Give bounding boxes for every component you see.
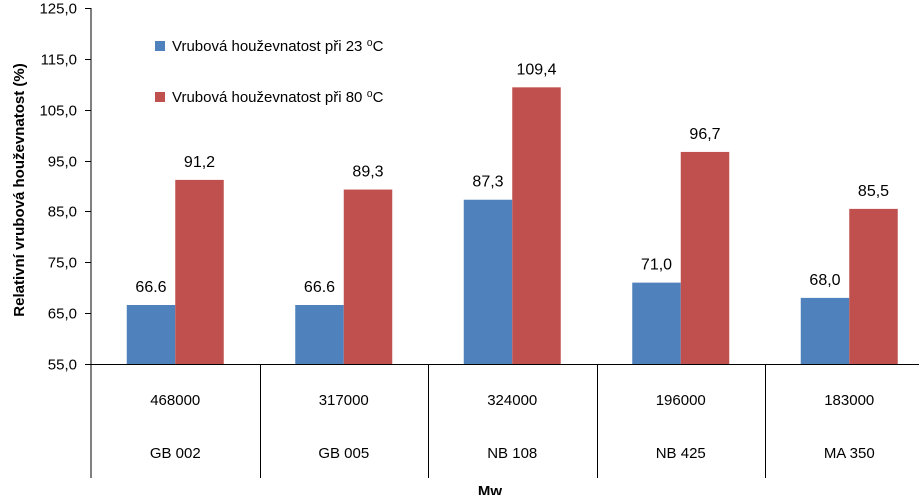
y-tick-label: 75,0: [48, 255, 77, 272]
y-tick-label: 125,0: [39, 1, 77, 18]
bar-23c: [800, 297, 850, 364]
data-label: 87,3: [472, 174, 503, 191]
category-label: 317000: [319, 392, 369, 409]
legend-label: Vrubová houževnatost při 23 ⁰C: [172, 38, 384, 55]
y-tick-label: 95,0: [48, 154, 77, 171]
data-label: 91,2: [184, 154, 215, 171]
legend-label: Vrubová houževnatost při 80 ⁰C: [172, 89, 384, 106]
legend-swatch: [155, 41, 165, 51]
category-group-label: GB 005: [318, 445, 369, 462]
data-label: 109,4: [516, 61, 556, 78]
bar-23c: [295, 305, 344, 364]
bar-80c: [343, 189, 393, 364]
category-group-label: NB 108: [487, 445, 537, 462]
data-label: 68,0: [809, 272, 840, 289]
category-label: 196000: [656, 392, 706, 409]
category-label: 183000: [824, 392, 874, 409]
y-tick-label: 115,0: [41, 52, 77, 69]
bar-80c: [175, 179, 224, 364]
y-tick-label: 85,0: [48, 204, 77, 221]
bar-23c: [463, 199, 513, 364]
data-label: 85,5: [858, 183, 889, 200]
data-label: 96,7: [689, 126, 720, 143]
bar-80c: [680, 151, 730, 364]
y-tick-label: 105,0: [39, 103, 77, 120]
x-axis: 468000 GB 002 317000 GB 005 324000 NB 108 1960…: [91, 364, 919, 478]
data-label: 66.6: [304, 279, 335, 296]
y-tick-label: 55,0: [48, 357, 77, 374]
category-group-label: MA 350: [824, 445, 875, 462]
data-label: 71,0: [641, 257, 672, 274]
category-group-label: GB 002: [150, 445, 201, 462]
bar-23c: [126, 305, 176, 364]
y-axis-title: Relativní vrubová houževnatost (%): [11, 63, 28, 316]
legend-swatch: [155, 92, 165, 102]
data-labels: 66.6 66.6 87,3 71,0 68,0 91,2 89,3 109,4 96,7 85,…: [135, 61, 889, 296]
bars: [126, 87, 898, 364]
category-label: 468000: [150, 392, 200, 409]
bar-80c: [512, 87, 561, 364]
bar-23c: [632, 282, 681, 364]
category-group-label: NB 425: [656, 445, 706, 462]
data-label: 66.6: [135, 279, 166, 296]
category-label: 324000: [487, 392, 537, 409]
y-axis: 55,0 65,0 75,0 85,0 95,0 105,0 115,0 125,0: [39, 1, 92, 478]
legend: Vrubová houževnatost při 23 ⁰C Vrubová ho…: [155, 38, 384, 106]
y-tick-label: 65,0: [48, 306, 77, 323]
data-label: 89,3: [352, 164, 383, 181]
bar-80c: [849, 208, 898, 364]
x-axis-title: Mw: [478, 483, 502, 495]
